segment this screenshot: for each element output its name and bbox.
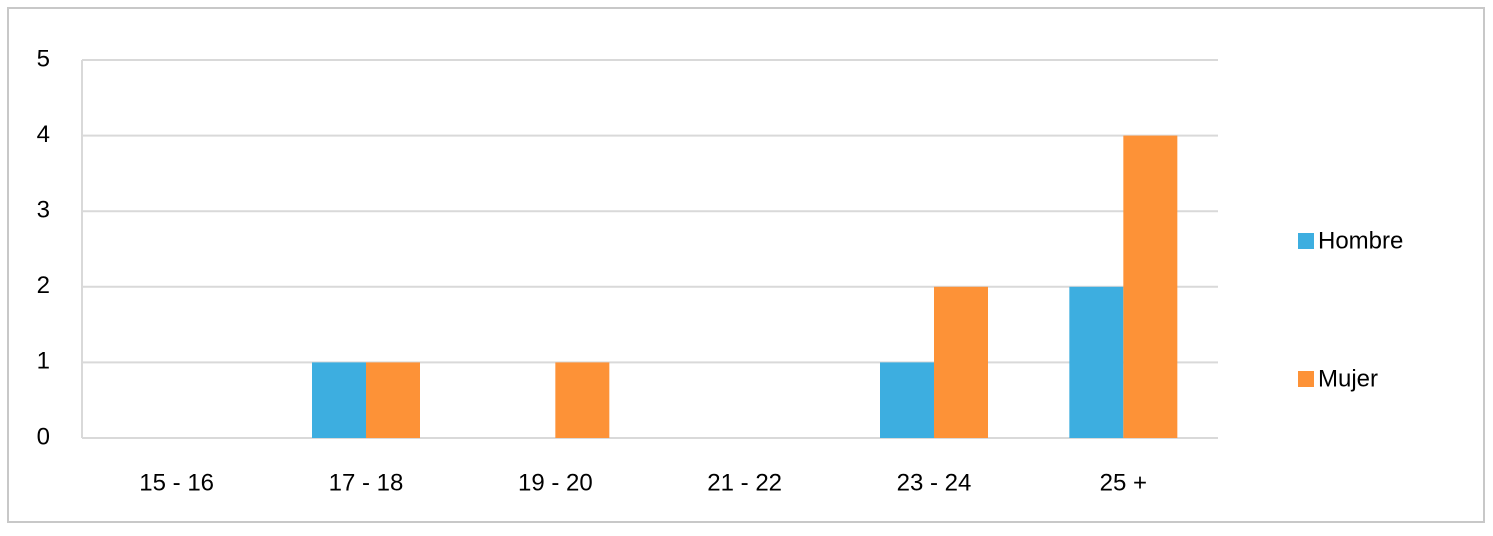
y-tick-label: 4 (37, 121, 50, 148)
x-tick-label: 21 - 22 (707, 469, 782, 496)
legend-label: Mujer (1318, 365, 1378, 392)
bar (1069, 286, 1124, 438)
x-tick-label: 17 - 18 (329, 469, 404, 496)
bar (1123, 135, 1178, 438)
bar (366, 362, 420, 438)
legend-label: Hombre (1318, 227, 1403, 254)
x-tick-label: 19 - 20 (518, 469, 593, 496)
bar (312, 362, 366, 438)
y-tick-label: 2 (37, 272, 50, 299)
y-tick-label: 5 (37, 45, 50, 72)
y-tick-label: 0 (37, 423, 50, 450)
x-tick-label: 23 - 24 (897, 469, 972, 496)
y-tick-label: 1 (37, 348, 50, 375)
bar (555, 362, 610, 438)
legend-swatch (1298, 371, 1314, 387)
chart-frame (7, 7, 1485, 523)
x-tick-label: 15 - 16 (139, 469, 214, 496)
bar (934, 286, 988, 438)
legend-swatch (1298, 233, 1314, 249)
x-tick-label: 25 + (1100, 469, 1147, 496)
bar (880, 362, 934, 438)
y-tick-label: 3 (37, 197, 50, 224)
